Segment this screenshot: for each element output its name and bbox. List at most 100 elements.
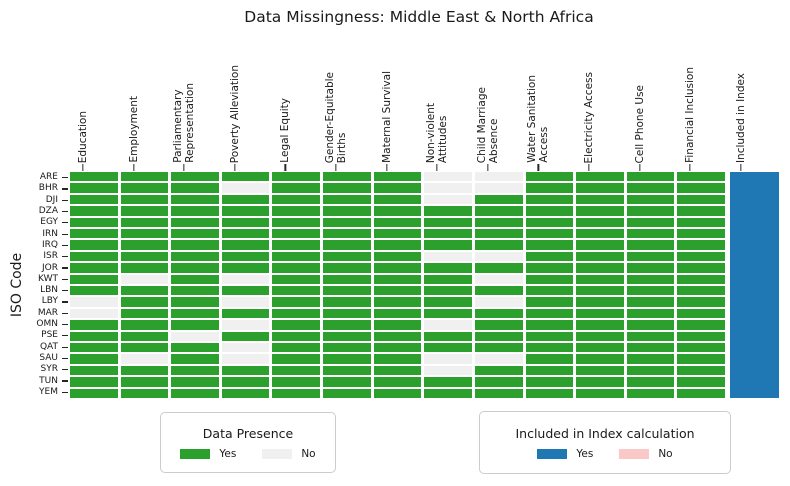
heatmap-cell — [171, 354, 219, 364]
heatmap-cell — [70, 274, 118, 284]
column-header: Poverty Alleviation — [228, 64, 241, 163]
heatmap-cell — [120, 172, 169, 182]
heatmap-cell — [70, 172, 118, 182]
legend-item-label: Yes — [219, 447, 237, 460]
x-tick-mark — [183, 164, 185, 171]
heatmap-cell — [373, 388, 422, 398]
y-tick-mark — [62, 290, 68, 292]
heatmap-cell — [576, 217, 624, 227]
heatmap-cell — [424, 308, 472, 319]
row-label: BHR — [38, 183, 58, 194]
heatmap-cell — [626, 228, 675, 239]
heatmap-cell — [323, 354, 371, 364]
heatmap-cell — [576, 240, 624, 250]
heatmap-cell — [626, 365, 675, 376]
heatmap-cell — [272, 263, 321, 273]
heatmap-cell — [677, 172, 725, 182]
heatmap-cell — [373, 377, 422, 387]
legend-item-no: No — [262, 447, 316, 460]
heatmap-cell — [171, 206, 219, 216]
heatmap-cell — [576, 172, 624, 182]
heatmap-cell — [576, 206, 624, 216]
heatmap-cell — [272, 285, 321, 296]
heatmap-cell — [576, 331, 624, 341]
heatmap-cell — [373, 354, 422, 364]
heatmap-cell — [70, 183, 118, 193]
heatmap-cell — [171, 240, 219, 250]
column-header: Employment — [127, 96, 140, 163]
heatmap-cell — [474, 285, 523, 296]
heatmap-cell — [474, 217, 523, 227]
heatmap-cell — [120, 308, 169, 319]
presence-yes-swatch — [180, 448, 211, 459]
heatmap-cell — [272, 240, 321, 250]
heatmap-cell — [525, 183, 574, 193]
heatmap-cell — [677, 217, 725, 227]
heatmap-cell — [525, 365, 574, 376]
heatmap-cell — [373, 183, 422, 193]
x-tick-mark — [588, 164, 590, 171]
heatmap-cell — [626, 285, 675, 296]
heatmap-cell — [120, 217, 169, 227]
y-tick-mark — [62, 380, 68, 382]
heatmap-cell — [171, 365, 219, 376]
heatmap-cell — [323, 240, 371, 250]
heatmap-cell — [70, 251, 118, 262]
y-tick-mark — [62, 391, 68, 393]
heatmap-cell — [120, 228, 169, 239]
heatmap-cell — [221, 297, 270, 307]
heatmap-cell — [525, 240, 574, 250]
heatmap-cell — [576, 228, 624, 239]
included-no-swatch — [619, 448, 650, 459]
heatmap-cell — [424, 331, 472, 341]
heatmap-cell — [221, 228, 270, 239]
y-tick-mark — [62, 256, 68, 258]
y-tick-mark — [62, 323, 68, 326]
heatmap-cell — [120, 206, 169, 216]
heatmap-cell — [474, 206, 523, 216]
heatmap-cell — [373, 263, 422, 273]
heatmap-cell — [626, 331, 675, 341]
heatmap-cell — [323, 172, 371, 182]
heatmap-cell — [576, 308, 624, 319]
heatmap-cell — [424, 388, 472, 398]
heatmap-cell — [373, 297, 422, 307]
heatmap-cell — [221, 342, 270, 353]
heatmap-cell — [373, 342, 422, 353]
heatmap-cell — [677, 354, 725, 364]
heatmap-cell — [525, 388, 574, 398]
heatmap-cell — [373, 206, 422, 216]
heatmap-cell — [576, 320, 624, 330]
y-tick-mark — [62, 177, 68, 179]
heatmap-cell — [424, 342, 472, 353]
row-label: DZA — [38, 206, 58, 217]
legend-title: Data Presence — [202, 425, 294, 441]
heatmap-cell — [474, 331, 523, 341]
heatmap-cell — [323, 342, 371, 353]
legend-item-label: No — [658, 447, 673, 460]
heatmap-cell — [171, 320, 219, 330]
y-tick-mark — [62, 210, 68, 213]
y-tick-mark — [62, 312, 68, 314]
heatmap-cell — [525, 342, 574, 353]
heatmap-cell — [120, 183, 169, 193]
heatmap-cell — [323, 251, 371, 262]
heatmap-cell — [171, 217, 219, 227]
row-label: SYR — [40, 364, 58, 375]
heatmap-cell — [120, 297, 169, 307]
heatmap-cell — [221, 240, 270, 250]
heatmap-cell — [677, 365, 725, 376]
heatmap-cell — [474, 342, 523, 353]
heatmap-cell — [323, 206, 371, 216]
heatmap-cell — [525, 172, 574, 182]
row-label: DJI — [45, 194, 58, 205]
legend-items: Yes No — [537, 447, 673, 460]
heatmap-cell — [70, 194, 118, 205]
y-tick-mark — [62, 278, 68, 280]
heatmap-cell — [576, 285, 624, 296]
legend-item-label: No — [301, 447, 316, 460]
heatmap-cell — [272, 308, 321, 319]
heatmap-cell — [525, 228, 574, 239]
heatmap-cell — [171, 183, 219, 193]
heatmap-cell — [70, 206, 118, 216]
